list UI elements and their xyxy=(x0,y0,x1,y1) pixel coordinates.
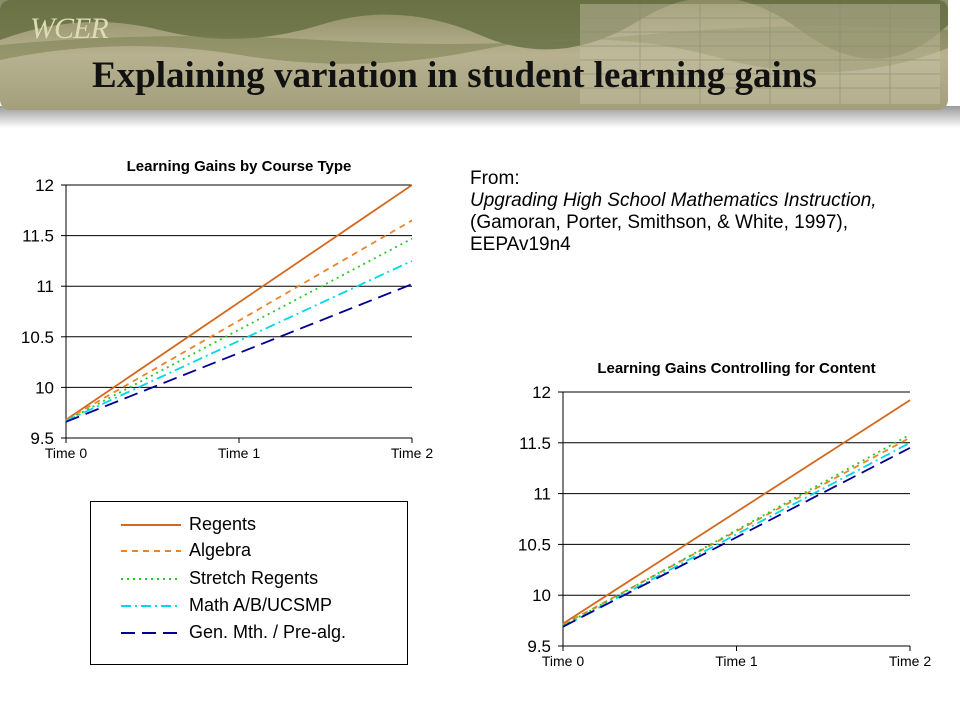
legend-label: Algebra xyxy=(189,540,252,560)
series-line-regents xyxy=(562,399,911,625)
y-tick-label: 10.5 xyxy=(21,328,54,347)
x-tick-label: Time 2 xyxy=(391,445,433,461)
chart-controlling-content: Learning Gains Controlling for Content 9.… xyxy=(508,350,948,720)
chart-title: Learning Gains by Course Type xyxy=(127,158,352,175)
legend-item-gen-math: Gen. Mth. / Pre-alg. xyxy=(121,622,401,644)
x-tick-label: Time 0 xyxy=(542,653,584,669)
header-banner xyxy=(0,0,960,130)
legend-item-regents: Regents xyxy=(121,514,401,536)
banner-graphic xyxy=(0,0,960,128)
legend-swatch-algebra xyxy=(121,550,181,552)
y-tick-label: 11.5 xyxy=(519,434,551,453)
legend-item-algebra: Algebra xyxy=(121,540,401,562)
series-line-math-a-b-ucsmp xyxy=(65,260,413,422)
legend-swatch-gen-math xyxy=(121,632,181,634)
x-tick-label: Time 1 xyxy=(218,445,260,461)
y-tick-label: 9.5 xyxy=(30,429,54,448)
citation-line-4: EEPAv19n4 xyxy=(470,234,571,255)
y-tick-label: 10.5 xyxy=(518,535,551,554)
legend-label: Regents xyxy=(189,514,257,534)
y-tick-label: 11 xyxy=(36,277,54,296)
x-tick-label: Time 0 xyxy=(45,445,87,461)
x-tick-label: Time 1 xyxy=(715,653,757,669)
series-line-regents xyxy=(65,184,413,421)
series-line-gen-mth-pre-alg xyxy=(562,447,911,628)
legend-label: Gen. Mth. / Pre-alg. xyxy=(189,622,347,642)
series-line-gen-mth-pre-alg xyxy=(65,283,413,423)
citation-line-2: Upgrading High School Mathematics Instru… xyxy=(470,190,877,211)
legend-swatch-math-ab-ucsmp xyxy=(121,605,181,607)
citation-line-1: From: xyxy=(470,168,520,189)
y-tick-label: 11.5 xyxy=(22,227,54,246)
chart-controlling-content-svg: Learning Gains Controlling for Content 9.… xyxy=(518,360,931,669)
chart-course-type-svg: Learning Gains by Course Type 9.5 10 10.5 11… xyxy=(21,158,433,461)
y-tick-label: 12 xyxy=(532,383,551,402)
legend-swatch-stretch-regents xyxy=(121,578,181,580)
series-line-math-a-b-ucsmp xyxy=(562,442,911,628)
chart-title: Learning Gains Controlling for Content xyxy=(597,360,875,377)
series-line-stretch-regents xyxy=(65,237,413,422)
y-tick-label: 11 xyxy=(533,485,551,504)
series-line-algebra xyxy=(562,436,911,626)
y-tick-label: 10 xyxy=(532,586,551,605)
legend-swatch-regents xyxy=(121,524,181,526)
y-tick-label: 10 xyxy=(35,378,54,397)
series-line-algebra xyxy=(65,219,413,421)
y-tick-label: 12 xyxy=(35,176,54,195)
legend-label: Stretch Regents xyxy=(189,568,319,588)
citation: From: Upgrading High School Mathematics … xyxy=(470,168,877,256)
legend-label: Math A/B/UCSMP xyxy=(189,595,333,615)
wcer-logo: WCER xyxy=(30,12,109,45)
chart-course-type: Learning Gains by Course Type 9.5 10 10.5 11… xyxy=(10,150,440,480)
page-title: Explaining variation in student learning… xyxy=(92,55,817,96)
series-line-stretch-regents xyxy=(562,433,911,627)
x-tick-label: Time 2 xyxy=(889,653,931,669)
chart-legend: Regents Algebra Stretch Regents Math A/B… xyxy=(90,501,408,665)
y-tick-label: 9.5 xyxy=(527,637,551,656)
legend-item-stretch-regents: Stretch Regents xyxy=(121,568,401,590)
legend-item-math-ab-ucsmp: Math A/B/UCSMP xyxy=(121,595,401,617)
citation-line-3: (Gamoran, Porter, Smithson, & White, 199… xyxy=(470,212,849,233)
